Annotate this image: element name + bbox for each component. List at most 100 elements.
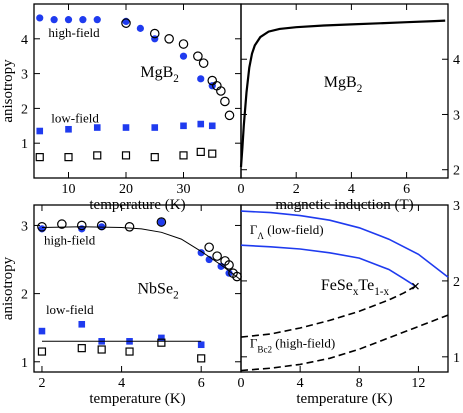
y-tick-label: 3: [453, 199, 460, 214]
data-point: [164, 33, 174, 44]
data-point: [224, 110, 235, 121]
data-point: [37, 347, 47, 356]
data-point: [150, 153, 159, 162]
data-point: [136, 24, 144, 32]
data-point: [121, 151, 131, 160]
data-point: [224, 260, 234, 270]
x-tick-label: 8: [356, 376, 363, 391]
annotation-label: low-field: [51, 110, 99, 125]
data-point: [125, 347, 134, 356]
data-point: [93, 151, 102, 160]
series-line-0: [240, 210, 449, 278]
data-point: [204, 242, 214, 253]
y-tick-label: 1: [453, 351, 460, 366]
data-point: [193, 51, 203, 61]
data-point: [64, 16, 73, 24]
data-point: [197, 120, 205, 128]
data-point: [216, 86, 226, 96]
annotation-label: high-field: [44, 233, 96, 248]
material-label-part: MgB: [140, 64, 173, 81]
material-label-part: 2: [173, 73, 179, 85]
y-axis-label: anisotropy: [0, 59, 16, 123]
x-tick-label: 6: [198, 376, 205, 391]
data-point: [151, 124, 159, 131]
data-point: [157, 338, 166, 347]
data-point: [197, 354, 206, 363]
x-tick-label: 4: [118, 376, 125, 391]
x-tick-label: 2: [293, 182, 300, 197]
data-point: [38, 327, 46, 335]
y-tick-label: 1: [21, 137, 28, 152]
data-point: [121, 18, 131, 28]
material-label: NbSe2: [138, 281, 179, 302]
curve-label-part: Γ: [250, 222, 258, 237]
x-tick-label: 6: [403, 182, 410, 197]
data-point: [179, 52, 188, 60]
curve-label-part: (high-field): [272, 336, 335, 351]
data-point: [77, 344, 86, 353]
data-point: [157, 218, 165, 226]
x-tick-label: 0: [238, 182, 245, 197]
material-label: MgB2: [324, 74, 363, 95]
data-point: [93, 124, 101, 131]
material-label-part: 2: [357, 83, 363, 95]
y-axis-label: anisotropy: [0, 256, 16, 320]
material-label: MgB2: [140, 64, 179, 85]
data-point: [124, 222, 135, 232]
y-tick-label: 2: [21, 102, 28, 117]
data-point: [198, 58, 209, 68]
curve-label-part: x: [353, 286, 359, 298]
data-point: [36, 14, 44, 22]
x-tick-label: 4: [348, 182, 355, 197]
data-point: [196, 147, 205, 156]
data-point: [179, 151, 188, 160]
material-label-part: NbSe: [138, 281, 174, 298]
plot-frame: [240, 204, 449, 373]
x-axis-label: temperature (K): [296, 391, 392, 407]
curve-label-part: Γ: [250, 336, 258, 351]
material-label-part: MgB: [324, 74, 357, 91]
data-point: [57, 219, 67, 229]
data-point: [36, 127, 44, 135]
data-point: [65, 125, 72, 133]
data-point: [158, 334, 165, 342]
y-tick-label: 3: [21, 219, 28, 234]
y-tick-label: 2: [453, 164, 460, 179]
x-tick-label: 2: [38, 376, 45, 391]
series-line-0: [239, 19, 446, 168]
data-point: [156, 217, 167, 227]
plot-frame: [240, 3, 449, 179]
annotation-label: high-field: [48, 25, 100, 40]
curve-label-part: (low-field): [264, 222, 324, 237]
data-point: [37, 222, 47, 232]
curve-label-part: Bc2: [257, 345, 272, 355]
curve-label-part: 1-x: [374, 286, 389, 298]
series-line-1: [240, 244, 416, 287]
data-point: [122, 124, 130, 131]
data-point: [212, 251, 222, 261]
material-label-part: 2: [173, 290, 179, 302]
data-point: [76, 220, 87, 231]
x-tick-label: 4: [297, 376, 304, 391]
data-point: [220, 96, 230, 107]
data-point: [93, 16, 101, 24]
series-line-2: [240, 285, 416, 338]
data-point: [78, 320, 86, 328]
data-point: [149, 28, 160, 39]
data-point: [35, 153, 44, 162]
curve-label-part: FeSe: [321, 277, 353, 294]
curve-label-part: Te: [358, 277, 374, 294]
x-tick-label: 0: [238, 376, 245, 391]
y-tick-label: 3: [453, 108, 460, 123]
data-point: [197, 75, 205, 83]
annotation-label: low-field: [46, 302, 94, 317]
y-tick-label: 1: [21, 356, 28, 371]
x-tick-label: 20: [119, 182, 133, 197]
curve-label: ΓΛ (low-field): [250, 222, 324, 241]
curve-label: FeSexTe1-x: [321, 277, 390, 298]
data-point: [97, 345, 106, 354]
